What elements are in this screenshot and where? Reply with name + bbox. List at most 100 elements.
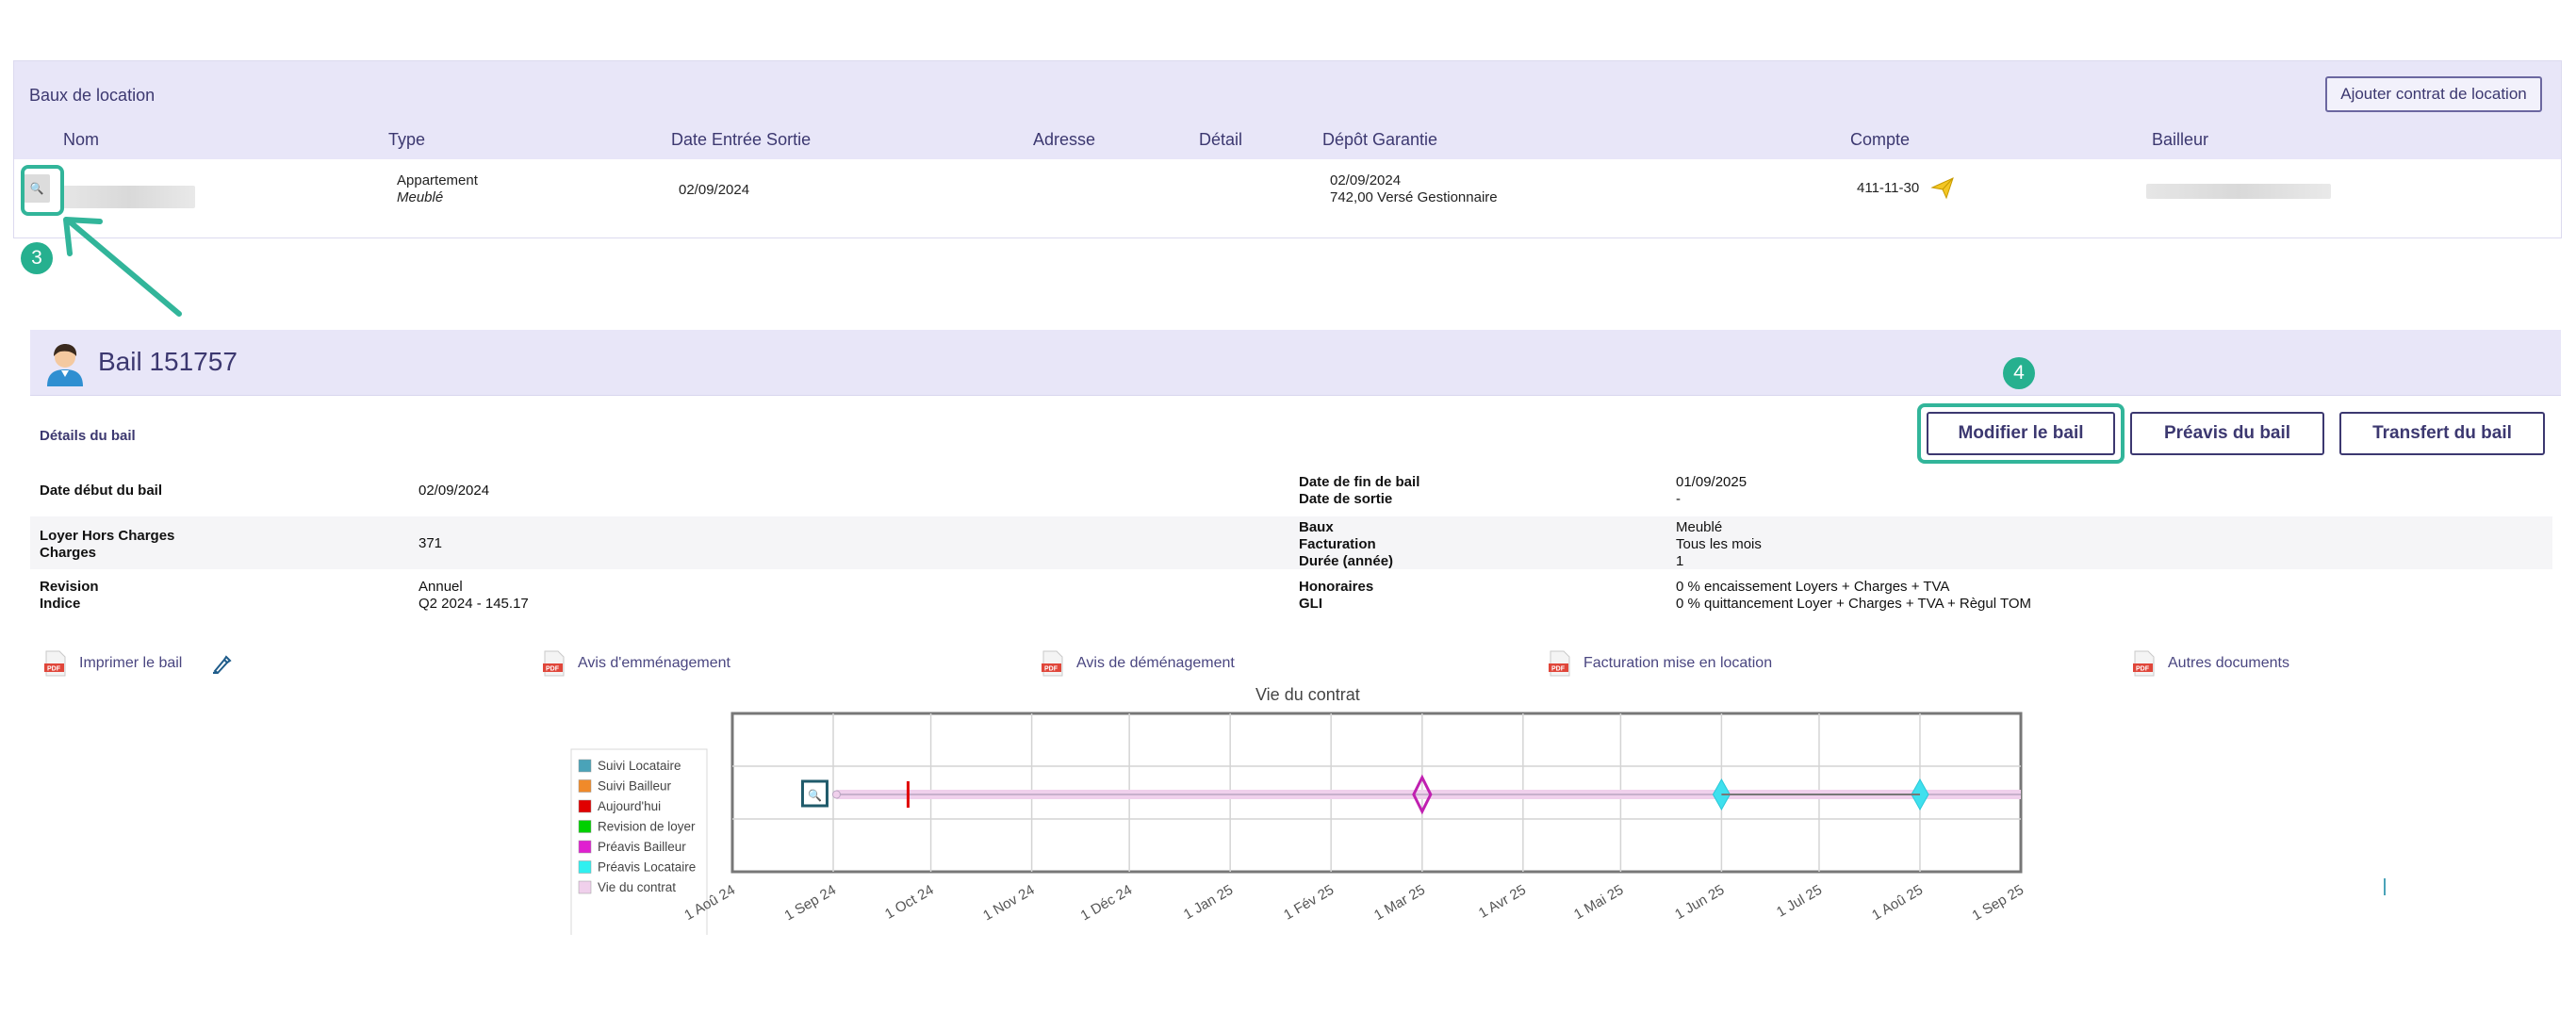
lease-detail-panel: Bail 151757 Détails du bail Modifier le … bbox=[30, 330, 2561, 935]
column-header-date[interactable]: Date Entrée Sortie bbox=[671, 130, 812, 149]
svg-text:PDF: PDF bbox=[546, 666, 560, 673]
index-label: Indice bbox=[40, 596, 81, 612]
panel-title: Baux de location bbox=[29, 86, 156, 105]
signature-pen-icon[interactable] bbox=[211, 654, 232, 675]
chart-legend: Suivi Locataire Suivi Bailleur Aujourd'hui… bbox=[570, 748, 708, 935]
x-tick-label: 1 Fév 25 bbox=[1281, 882, 1337, 924]
billing-label: Facturation bbox=[1299, 536, 1376, 552]
exit-date-value: - bbox=[1676, 491, 1681, 507]
column-header-address[interactable]: Adresse bbox=[1033, 130, 1096, 149]
revision-value: Annuel bbox=[418, 579, 463, 595]
table-row[interactable]: 🔍 Appartement Meublé 02/09/2024 02/09/20… bbox=[14, 159, 2561, 237]
lease-header: Bail 151757 bbox=[30, 330, 2561, 396]
send-plane-icon[interactable] bbox=[1929, 174, 1956, 201]
svg-text:PDF: PDF bbox=[1044, 666, 1058, 673]
start-date-label: Date début du bail bbox=[40, 483, 163, 499]
revision-label: Revision bbox=[40, 579, 99, 595]
duration-label: Durée (année) bbox=[1299, 553, 1394, 569]
landlord-name-redacted bbox=[2146, 184, 2331, 199]
column-header-nom[interactable]: Nom bbox=[63, 130, 100, 149]
tenant-name-redacted bbox=[63, 186, 195, 208]
other-documents-label[interactable]: Autres documents bbox=[2168, 655, 2289, 671]
legend-label: Suivi Bailleur bbox=[598, 779, 672, 794]
x-tick-label: 1 Sep 24 bbox=[781, 882, 839, 925]
lease-notice-button[interactable]: Préavis du bail bbox=[2130, 412, 2324, 455]
other-documents-link[interactable]: PDF Autres documents bbox=[2132, 650, 2321, 679]
start-date-value: 02/09/2024 bbox=[418, 483, 490, 499]
move-in-notice-link[interactable]: PDF Avis d'emménagement bbox=[542, 650, 768, 679]
duration-value: 1 bbox=[1676, 553, 1684, 569]
legend-label: Préavis Bailleur bbox=[598, 840, 686, 854]
contract-start-dot bbox=[831, 790, 841, 799]
highlight-view-lease bbox=[21, 165, 64, 216]
legend-swatch bbox=[578, 779, 592, 793]
account-number: 411-11-30 bbox=[1857, 180, 1920, 196]
chart-marks: 🔍 bbox=[800, 774, 2022, 815]
index-value: Q2 2024 - 145.17 bbox=[418, 596, 529, 612]
fees-label: Honoraires bbox=[1299, 579, 1374, 595]
magnifier-icon[interactable]: 🔍 bbox=[24, 174, 50, 203]
print-lease-link[interactable]: PDF Imprimer le bail bbox=[43, 650, 288, 679]
baux-label: Baux bbox=[1299, 519, 1334, 535]
modify-lease-button[interactable]: Modifier le bail bbox=[1927, 412, 2115, 455]
step-badge-4: 4 bbox=[2003, 357, 2035, 389]
x-tick-label: 1 Jun 25 bbox=[1672, 882, 1727, 923]
chart-grid bbox=[732, 713, 2021, 872]
lease-transfer-button[interactable]: Transfert du bail bbox=[2339, 412, 2545, 455]
column-header-deposit[interactable]: Dépôt Garantie bbox=[1322, 130, 1438, 149]
move-out-notice-label[interactable]: Avis de déménagement bbox=[1076, 655, 1235, 671]
legend-label: Vie du contrat bbox=[598, 880, 676, 894]
lease-type: Appartement bbox=[397, 172, 478, 188]
move-in-notice-label[interactable]: Avis d'emménagement bbox=[578, 655, 730, 671]
column-header-landlord[interactable]: Bailleur bbox=[2152, 130, 2209, 149]
svg-text:PDF: PDF bbox=[1551, 666, 1566, 673]
tenant-followup-marker bbox=[800, 779, 829, 808]
x-tick-label: 1 Aoû 25 bbox=[1869, 882, 1926, 924]
pdf-icon: PDF bbox=[2133, 650, 2155, 677]
leases-panel: Baux de location Ajouter contrat de loca… bbox=[13, 60, 2562, 238]
entry-date: 02/09/2024 bbox=[679, 182, 750, 198]
legend-label: Suivi Locataire bbox=[598, 759, 681, 773]
rental-billing-link[interactable]: PDF Facturation mise en location bbox=[1548, 650, 1793, 679]
x-tick-label: 1 Sep 25 bbox=[1969, 882, 2026, 925]
move-out-notice-link[interactable]: PDF Avis de déménagement bbox=[1041, 650, 1267, 679]
legend-label: Revision de loyer bbox=[598, 820, 696, 834]
legend-swatch bbox=[578, 820, 592, 833]
landlord-notice-marker bbox=[1412, 774, 1433, 815]
end-date-value: 01/09/2025 bbox=[1676, 474, 1747, 490]
pdf-icon: PDF bbox=[543, 650, 565, 677]
x-tick-label: 1 Avr 25 bbox=[1476, 882, 1529, 922]
step-badge-3: 3 bbox=[21, 242, 53, 274]
add-lease-button[interactable]: Ajouter contrat de location bbox=[2325, 76, 2542, 112]
x-tick-label: 1 Nov 24 bbox=[980, 882, 1038, 925]
svg-text:PDF: PDF bbox=[2136, 666, 2150, 673]
magnifier-icon: 🔍 bbox=[808, 788, 822, 802]
x-tick-label: 1 Oct 24 bbox=[882, 882, 937, 923]
column-header-account[interactable]: Compte bbox=[1850, 130, 1911, 149]
rental-billing-label[interactable]: Facturation mise en location bbox=[1583, 655, 1773, 671]
pdf-icon: PDF bbox=[1042, 650, 1063, 677]
x-tick-label: 1 Déc 24 bbox=[1078, 882, 1136, 925]
tenant-notice-marker bbox=[1712, 778, 1731, 811]
charges-label: Charges bbox=[40, 545, 97, 561]
chart-title: Vie du contrat bbox=[1255, 685, 1360, 704]
fees-value: 0 % encaissement Loyers + Charges + TVA bbox=[1676, 579, 1950, 595]
info-row-dates: Date début du bail 02/09/2024 Date de fi… bbox=[30, 467, 2552, 511]
pdf-icon: PDF bbox=[1549, 650, 1570, 677]
deposit-date: 02/09/2024 bbox=[1330, 172, 1402, 188]
tenant-notice-marker bbox=[1911, 778, 1929, 811]
column-header-type[interactable]: Type bbox=[388, 130, 426, 149]
legend-swatch bbox=[578, 840, 592, 854]
contract-timeline-chart: Suivi Locataire Suivi Bailleur Aujourd'hui… bbox=[570, 712, 2386, 935]
x-tick-label: 1 Mai 25 bbox=[1571, 882, 1626, 923]
svg-text:PDF: PDF bbox=[47, 666, 61, 673]
lease-subtype: Meublé bbox=[397, 189, 444, 205]
x-tick-label: 1 Jan 25 bbox=[1181, 882, 1236, 923]
gli-label: GLI bbox=[1299, 596, 1322, 612]
legend-swatch bbox=[578, 880, 592, 894]
legend-swatch bbox=[578, 860, 592, 874]
column-header-detail[interactable]: Détail bbox=[1199, 130, 1243, 149]
user-avatar-icon bbox=[47, 344, 83, 386]
legend-swatch bbox=[578, 759, 592, 773]
print-lease-label[interactable]: Imprimer le bail bbox=[79, 655, 183, 671]
